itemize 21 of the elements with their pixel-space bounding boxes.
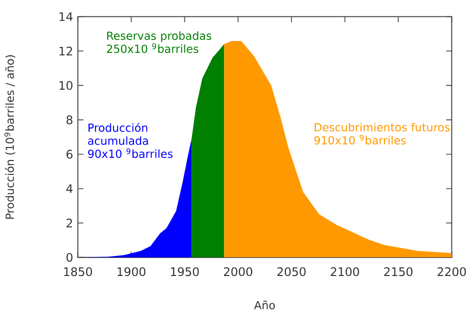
x-tick-label: 2050	[277, 267, 306, 276]
y-axis-title: Producción (10$^{9}$barriles / año)	[4, 55, 16, 219]
y-tick-label: 10	[60, 81, 72, 90]
series-label: Reservas probadas 250x10 $^{9}$barriles	[106, 31, 212, 54]
y-tick-label: 12	[60, 46, 72, 56]
x-tick-label: 2100	[330, 267, 360, 276]
y-tick-label: 4	[66, 184, 73, 194]
x-axis-title: Año	[254, 300, 275, 310]
text: Descubrimientos futuros 910x10 $^{9}$barriles	[314, 122, 450, 145]
x-tick-label: 2000	[224, 267, 252, 276]
series-label: Producción acumulada 90x10 $^{9}$barriles	[88, 122, 173, 158]
y-tick-label: 0	[66, 253, 72, 262]
x-tick-label: 1850	[64, 267, 92, 276]
x-tick-label: 2150	[384, 267, 412, 276]
x-tick-label: 2200	[438, 267, 466, 276]
y-tick-label: 6	[66, 150, 72, 159]
x-tick-label: 1900	[118, 267, 146, 276]
y-tick-label: 2	[66, 218, 72, 228]
x-tick-label: 1950	[170, 267, 199, 276]
y-tick-label: 14	[60, 12, 73, 22]
y-tick-label: 8	[66, 115, 72, 124]
